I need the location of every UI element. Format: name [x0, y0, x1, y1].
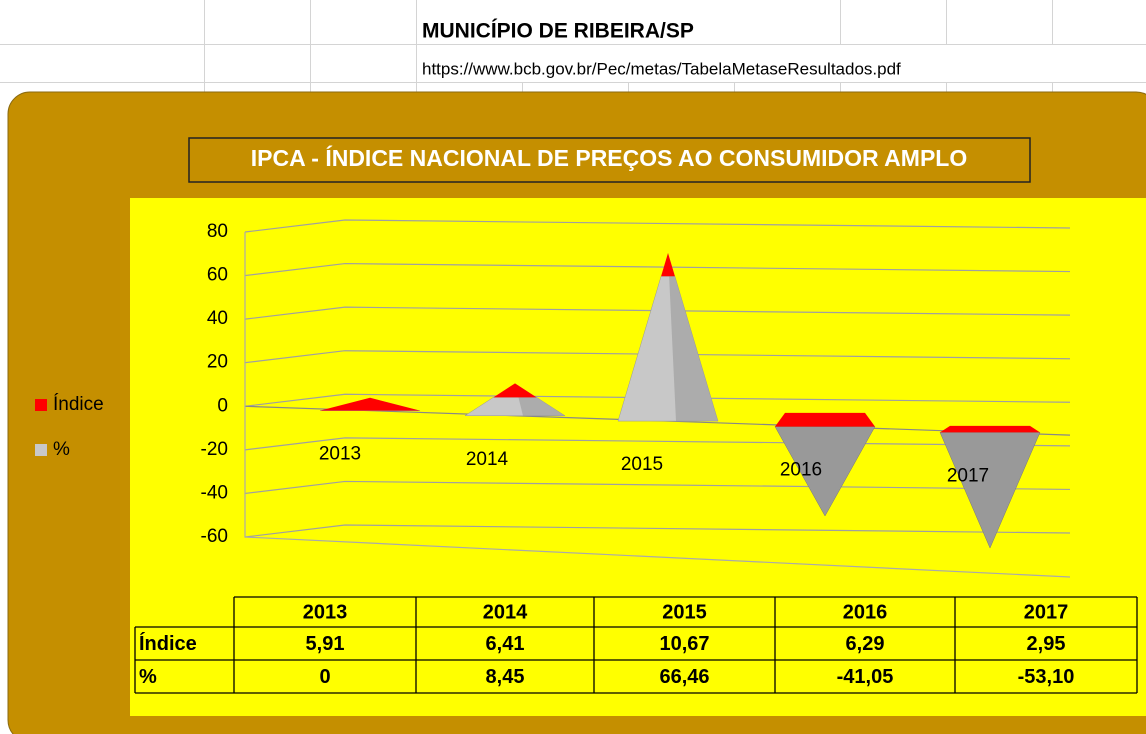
- pyramid-segment: [320, 397, 420, 411]
- pyramid-segment: [493, 383, 537, 398]
- y-tick-label: -20: [201, 439, 228, 460]
- grid-line: [244, 350, 1071, 364]
- wall-frame: [244, 232, 1071, 578]
- legend-swatch: [35, 399, 47, 411]
- table-cell: 10,67: [659, 633, 709, 655]
- grid-line: [244, 219, 1071, 233]
- table-cell: 2,95: [1027, 633, 1066, 655]
- table-cell: Índice: [139, 632, 197, 655]
- pyramid-side: [668, 253, 718, 422]
- sheet-url: https://www.bcb.gov.br/Pec/metas/TabelaM…: [422, 59, 901, 78]
- x-tick-label: 2015: [621, 454, 663, 475]
- pyramid-segment: [661, 253, 675, 277]
- grid-line: [244, 393, 1071, 407]
- x-tick-label: 2016: [780, 460, 822, 481]
- y-tick-label: -60: [201, 526, 228, 547]
- legend-label: %: [53, 439, 70, 460]
- grid-line: [244, 524, 1071, 538]
- table-cell: -41,05: [837, 666, 894, 688]
- chart-title: IPCA - ÍNDICE NACIONAL DE PREÇOS AO CONS…: [251, 144, 967, 171]
- legend-swatch: [35, 444, 47, 456]
- table-cell: 8,45: [486, 666, 525, 688]
- x-tick-label: 2014: [466, 449, 509, 470]
- legend-label: Índice: [53, 394, 104, 415]
- x-tick-label: 2013: [319, 444, 361, 465]
- y-tick-label: 80: [207, 221, 228, 242]
- table-cell: 66,46: [659, 666, 709, 688]
- table-cell: 2016: [843, 601, 888, 623]
- grid-line: [244, 262, 1071, 277]
- table-cell: %: [139, 666, 157, 688]
- y-tick-label: 40: [207, 308, 228, 329]
- pyramid-segment: [775, 412, 875, 427]
- y-tick-label: 20: [207, 352, 228, 373]
- x-tick-label: 2017: [947, 465, 989, 486]
- table-cell: 2017: [1024, 601, 1069, 623]
- y-tick-label: 60: [207, 265, 228, 286]
- cell-grid: [0, 0, 1146, 92]
- table-cell: 6,41: [486, 633, 525, 655]
- table-cell: 0: [319, 666, 330, 688]
- table-cell: 2013: [303, 601, 348, 623]
- title-box: [188, 137, 1031, 183]
- grid-line: [244, 306, 1071, 320]
- table-cell: 2015: [662, 601, 707, 623]
- table-cell: 2014: [483, 601, 528, 623]
- y-tick-label: 0: [217, 395, 228, 416]
- y-tick-label: -40: [201, 482, 228, 503]
- sheet-title: MUNICÍPIO DE RIBEIRA/SP: [422, 20, 694, 43]
- pyramid-segment: [940, 425, 1040, 433]
- table-cell: -53,10: [1018, 666, 1075, 688]
- table-cell: 6,29: [846, 633, 885, 655]
- table-cell: 5,91: [306, 633, 345, 655]
